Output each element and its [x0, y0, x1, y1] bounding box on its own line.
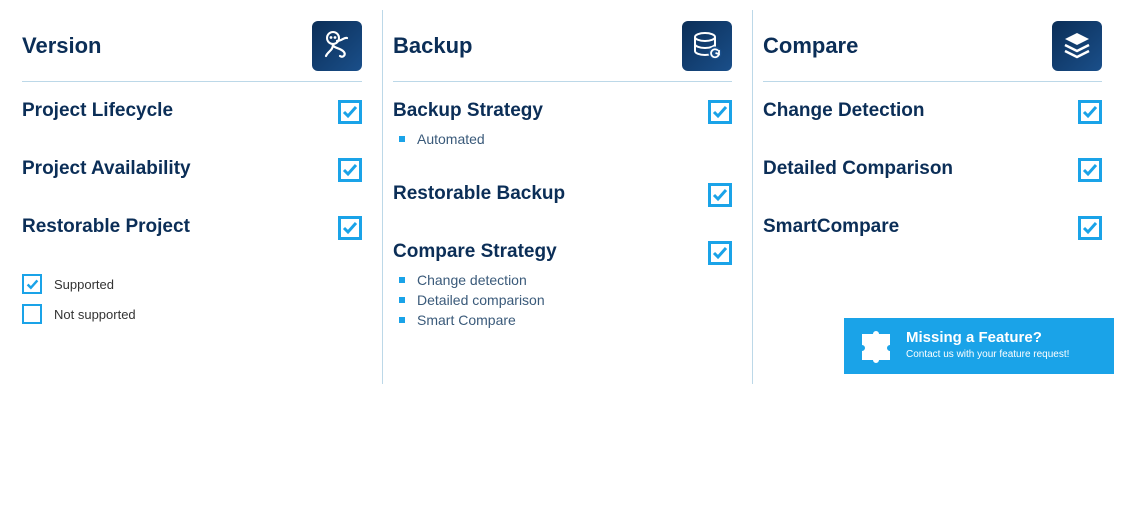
feature-row: SmartCompare: [763, 216, 1102, 240]
feature-row: Detailed Comparison: [763, 158, 1102, 182]
robot-icon: [312, 21, 362, 71]
column-title: Backup: [393, 33, 472, 59]
column-compare: Compare Change Detection Detailed Compar…: [752, 10, 1122, 384]
column-title: Version: [22, 33, 101, 59]
check-icon: [338, 158, 362, 182]
legend: Supported Not supported: [22, 274, 362, 324]
feature-row: Backup Strategy Automated: [393, 100, 732, 149]
check-icon: [1078, 100, 1102, 124]
database-icon: [682, 21, 732, 71]
column-header: Compare: [763, 10, 1102, 82]
feature-label: Change Detection: [763, 100, 1078, 123]
column-version: Version Project Lifecycle Project Availa…: [12, 10, 382, 384]
column-header: Version: [22, 10, 362, 82]
feature-sublist: Change detection Detailed comparison Sma…: [399, 270, 708, 330]
feature-label: Project Availability: [22, 158, 338, 181]
feature-label: Backup Strategy: [393, 100, 708, 123]
missing-feature-banner[interactable]: Missing a Feature? Contact us with your …: [844, 318, 1114, 374]
sub-item: Smart Compare: [399, 310, 708, 330]
legend-supported: Supported: [22, 274, 362, 294]
empty-box-icon: [22, 304, 42, 324]
check-icon: [708, 183, 732, 207]
feature-label: Restorable Backup: [393, 183, 708, 206]
feature-row: Restorable Backup: [393, 183, 732, 207]
check-icon: [1078, 216, 1102, 240]
legend-label: Not supported: [54, 307, 136, 322]
legend-label: Supported: [54, 277, 114, 292]
check-icon: [1078, 158, 1102, 182]
banner-subtitle: Contact us with your feature request!: [906, 349, 1069, 361]
feature-comparison-grid: Version Project Lifecycle Project Availa…: [0, 0, 1134, 404]
feature-label: Project Lifecycle: [22, 100, 338, 123]
sub-item: Change detection: [399, 270, 708, 290]
column-backup: Backup Backup Strategy Automated: [382, 10, 752, 384]
feature-row: Change Detection: [763, 100, 1102, 124]
check-icon: [708, 100, 732, 124]
banner-title: Missing a Feature?: [906, 330, 1069, 347]
check-icon: [708, 241, 732, 265]
sub-item: Automated: [399, 129, 708, 149]
check-icon: [338, 216, 362, 240]
column-header: Backup: [393, 10, 732, 82]
feature-row: Compare Strategy Change detection Detail…: [393, 241, 732, 330]
feature-row: Project Availability: [22, 158, 362, 182]
check-icon: [338, 100, 362, 124]
feature-label: SmartCompare: [763, 216, 1078, 239]
layers-icon: [1052, 21, 1102, 71]
feature-row: Restorable Project: [22, 216, 362, 240]
legend-not-supported: Not supported: [22, 304, 362, 324]
sub-item: Detailed comparison: [399, 290, 708, 310]
feature-sublist: Automated: [399, 129, 708, 149]
check-icon: [22, 274, 42, 294]
feature-row: Project Lifecycle: [22, 100, 362, 124]
feature-label: Detailed Comparison: [763, 158, 1078, 181]
feature-label: Restorable Project: [22, 216, 338, 239]
column-title: Compare: [763, 33, 858, 59]
puzzle-icon: [856, 326, 896, 366]
feature-label: Compare Strategy: [393, 241, 708, 264]
